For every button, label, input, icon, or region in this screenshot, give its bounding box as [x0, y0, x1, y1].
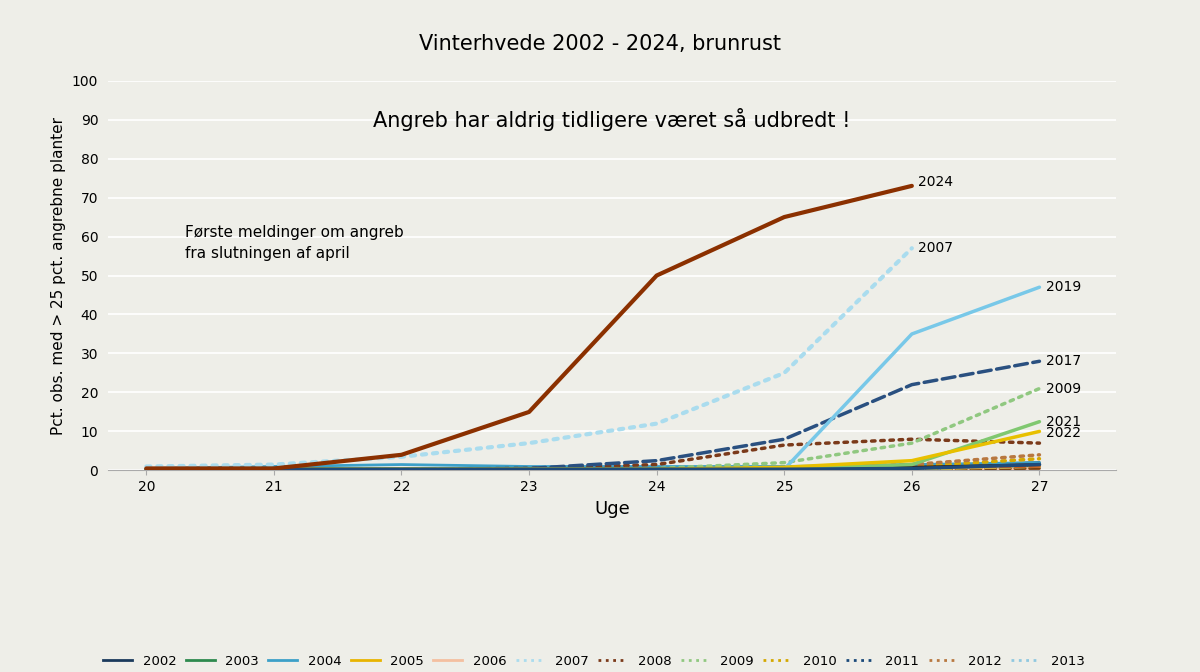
Y-axis label: Pct. obs. med > 25 pct. angrebne planter: Pct. obs. med > 25 pct. angrebne planter — [52, 116, 66, 435]
Text: 2019: 2019 — [1046, 280, 1081, 294]
Text: Angreb har aldrig tidligere været så udbredt !: Angreb har aldrig tidligere været så udb… — [373, 108, 851, 131]
Text: 2007: 2007 — [918, 241, 953, 255]
Text: 2017: 2017 — [1046, 354, 1081, 368]
X-axis label: Uge: Uge — [594, 500, 630, 517]
Text: 2022: 2022 — [1046, 426, 1081, 440]
Text: Første meldinger om angreb
fra slutningen af april: Første meldinger om angreb fra slutninge… — [185, 225, 403, 261]
Text: Vinterhvede 2002 - 2024, brunrust: Vinterhvede 2002 - 2024, brunrust — [419, 34, 781, 54]
Text: 2021: 2021 — [1046, 415, 1081, 429]
Text: 2009: 2009 — [1046, 382, 1081, 396]
Text: 2024: 2024 — [918, 175, 953, 189]
